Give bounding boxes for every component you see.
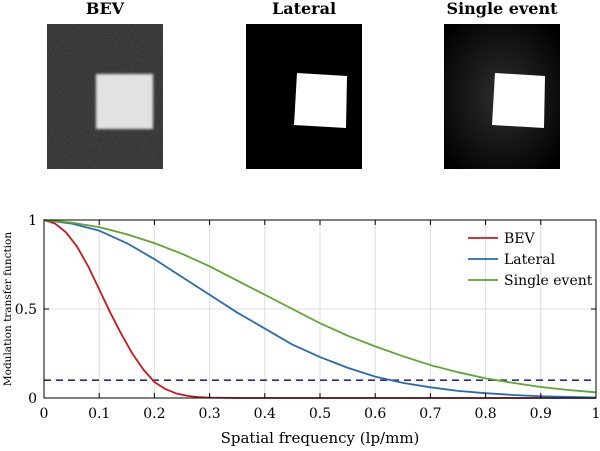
bev-image (47, 24, 163, 169)
x-tick-label: 0.2 (143, 406, 165, 422)
series-line (43, 219, 597, 394)
x-tick-label: 0.6 (364, 406, 386, 422)
tick-labels: 0 0.1 0.2 0.3 0.4 0.5 0.6 0.7 0.8 0.9 1 0 0.5 1 (15, 213, 600, 422)
x-tick-label: 0.5 (309, 406, 331, 422)
legend: BEV Lateral Single event (468, 231, 593, 289)
mtf-chart: 0 0.1 0.2 0.3 0.4 0.5 0.6 0.7 0.8 0.9 1 0 0.5 1 Spati… (2, 213, 600, 447)
y-tick-label: 1 (28, 213, 37, 229)
x-axis-label: Spatial frequency (lp/mm) (221, 429, 420, 447)
legend-label: Lateral (504, 252, 556, 268)
x-tick-label: 1 (592, 406, 600, 422)
x-tick-label: 0.4 (254, 406, 276, 422)
panel-title: Single event (446, 0, 558, 18)
panel-title: Lateral (271, 0, 337, 18)
lateral-image (246, 24, 362, 169)
x-tick-label: 0.7 (419, 406, 441, 422)
y-axis-label: Modulation transfer function (2, 232, 14, 386)
x-tick-label: 0.9 (530, 406, 552, 422)
y-tick-label: 0.5 (15, 302, 37, 318)
legend-label: Single event (504, 273, 593, 289)
panel-title: BEV (85, 0, 125, 18)
x-tick-label: 0.8 (474, 406, 496, 422)
x-tick-label: 0.3 (198, 406, 220, 422)
single-event-image (444, 24, 560, 169)
series-line (43, 219, 597, 399)
x-tick-label: 0 (40, 406, 49, 422)
legend-label: BEV (504, 231, 536, 247)
y-tick-label: 0 (28, 391, 37, 407)
ticks (43, 219, 597, 399)
x-tick-label: 0.1 (88, 406, 110, 422)
